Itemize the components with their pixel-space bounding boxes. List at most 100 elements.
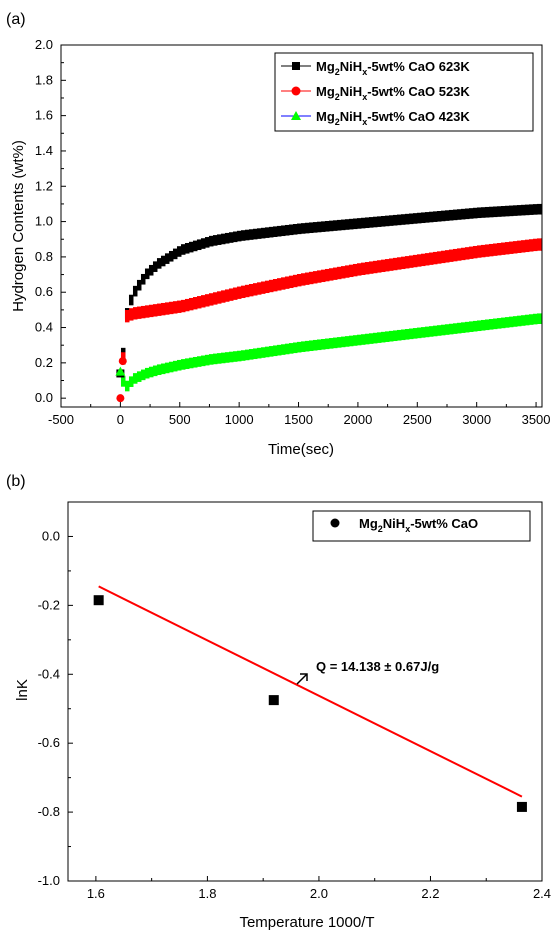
data-band-segment	[160, 302, 166, 316]
data-band-segment	[244, 349, 250, 361]
data-band-segment	[208, 293, 214, 306]
data-band-segment	[228, 288, 234, 301]
panel-a-y-tick-label: 1.0	[35, 214, 53, 229]
panel-a-y-tick-label: 0.2	[35, 355, 53, 370]
data-band-segment	[372, 216, 378, 228]
data-band-segment	[480, 244, 486, 258]
data-band-segment	[300, 273, 306, 286]
data-band-segment	[276, 278, 282, 291]
panel-a-y-tick-label: 0.0	[35, 390, 53, 405]
data-band-segment	[540, 313, 542, 325]
data-band-segment	[224, 289, 230, 302]
data-band-segment	[144, 268, 150, 280]
data-band-segment	[228, 351, 234, 363]
data-band-segment	[528, 204, 534, 215]
data-band-segment	[176, 246, 182, 257]
data-band-segment	[288, 343, 294, 354]
data-band-segment	[532, 313, 538, 325]
data-band-segment	[352, 335, 358, 346]
data-band-segment	[168, 361, 174, 373]
data-band-segment	[260, 347, 266, 358]
data-band-segment	[120, 376, 126, 387]
panel-b-x-axis: 1.6 1.8 2.0 2.2 2.4	[87, 876, 551, 901]
data-band-segment	[484, 206, 490, 218]
data-band-segment	[280, 277, 286, 290]
data-band-segment	[124, 380, 130, 392]
data-band-segment	[312, 271, 318, 284]
data-band-segment	[268, 226, 274, 238]
data-band-segment	[396, 329, 402, 341]
data-band-segment	[508, 241, 514, 254]
data-band-segment	[156, 303, 162, 316]
data-band-segment	[276, 225, 282, 237]
data-band-segment	[196, 356, 202, 367]
data-band-segment	[308, 340, 314, 352]
data-band-segment	[328, 268, 334, 281]
data-band-segment	[292, 224, 298, 235]
legend-label-623k: Mg2NiHx-5wt% CaO 623K	[316, 59, 470, 77]
data-band-segment	[432, 325, 438, 337]
data-band-segment	[152, 261, 158, 272]
data-band-segment	[488, 319, 494, 330]
data-band-segment	[520, 240, 526, 253]
data-band-segment	[128, 308, 134, 321]
data-band-segment	[392, 330, 398, 342]
data-band-segment	[492, 318, 498, 330]
data-band-segment	[232, 231, 238, 243]
data-band-segment	[212, 292, 218, 305]
data-band-segment	[344, 219, 350, 230]
panel-a-x-tick-label: 1000	[225, 412, 254, 427]
data-band-segment	[448, 323, 454, 335]
data-band-segment	[320, 338, 326, 350]
data-band-segment	[496, 243, 502, 256]
legend-item-423k: Mg2NiHx-5wt% CaO 423K	[281, 109, 470, 127]
data-band-segment	[404, 256, 410, 269]
data-band-segment	[136, 371, 142, 382]
data-band-segment	[376, 260, 382, 273]
data-band-segment	[204, 237, 210, 248]
data-band-segment	[540, 203, 542, 215]
data-band-segment	[252, 348, 258, 360]
panel-b-x-axis-title: Temperature 1000/T	[239, 914, 374, 931]
data-band-segment	[260, 281, 266, 294]
data-band-segment	[248, 283, 254, 297]
data-band-segment	[440, 210, 446, 222]
data-point	[118, 357, 127, 366]
data-band-segment	[384, 215, 390, 227]
panel-a-x-tick-label: -500	[48, 412, 74, 427]
data-band-segment	[480, 319, 486, 331]
data-band-segment	[476, 320, 482, 332]
data-band-segment	[504, 205, 510, 217]
data-band-segment	[424, 253, 430, 266]
panel-b-y-axis: -1.0 -0.8 -0.6 -0.4 -0.2 0.0	[38, 501, 73, 888]
data-band-segment	[180, 299, 186, 313]
panel-a-y-tick-label: 0.8	[35, 249, 53, 264]
data-band-segment	[492, 206, 498, 218]
data-band-segment	[180, 359, 186, 370]
data-band-segment	[236, 286, 242, 299]
data-band-segment	[140, 305, 146, 319]
data-band-segment	[492, 243, 498, 256]
panel-a-x-tick-label: 1500	[284, 412, 313, 427]
panel-b-annotation: Q = 14.138 ± 0.67J/g	[296, 659, 439, 685]
data-band-segment	[516, 315, 522, 327]
annotation-arrow-icon	[296, 673, 308, 685]
data-band-segment	[372, 332, 378, 344]
data-band-segment	[360, 262, 366, 275]
panel-a-x-axis: -500 0 500 1000 1500 2000 2500 3000 3500	[48, 402, 551, 427]
data-band-segment	[396, 214, 402, 226]
data-band-segment	[340, 266, 346, 279]
data-band-segment	[296, 341, 302, 353]
data-band-segment	[356, 263, 362, 276]
data-band-segment	[464, 247, 470, 260]
data-point	[268, 695, 279, 706]
data-band-segment	[224, 232, 230, 244]
data-band-segment	[320, 221, 326, 232]
data-band-segment	[196, 239, 202, 251]
data-band-segment	[512, 241, 518, 254]
data-band-segment	[284, 276, 290, 289]
data-band-segment	[408, 255, 414, 268]
data-band-segment	[324, 268, 330, 282]
data-band-segment	[228, 232, 234, 243]
data-band-segment	[232, 287, 238, 300]
